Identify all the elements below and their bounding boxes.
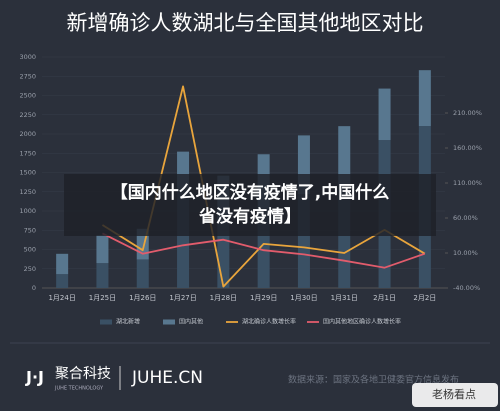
- x-tick-label: 2月2日: [413, 294, 436, 302]
- bar: [136, 259, 149, 288]
- y-tick-label: 0: [32, 284, 36, 292]
- x-tick-label: 1月29日: [250, 294, 277, 302]
- y-tick-label: 250: [24, 265, 36, 273]
- overlay-line: 【国内什么地区没有疫情了,中国什么: [110, 183, 390, 203]
- y-tick-label: 1750: [19, 149, 36, 157]
- y2-tick-label: 160.00%: [453, 144, 482, 152]
- bar: [96, 235, 109, 264]
- y2-tick-label: 60.00%: [453, 214, 478, 222]
- y2-tick-label: 10.00%: [453, 249, 478, 257]
- bar: [338, 126, 351, 185]
- legend-label: 湖北确诊人数增长率: [242, 318, 296, 326]
- y-tick-label: 2000: [19, 130, 36, 138]
- y-tick-label: 2250: [19, 111, 36, 119]
- x-tick-label: 1月25日: [89, 294, 116, 302]
- legend-swatch: [163, 319, 175, 325]
- source: 数据来源：国家及各地卫健委官方信息发布: [288, 374, 459, 386]
- y2-tick-label: -40.00%: [453, 284, 480, 292]
- y-tick-label: 2500: [19, 92, 36, 100]
- watermark-bg: [412, 383, 498, 407]
- x-tick-label: 2月1日: [373, 294, 396, 302]
- site: JUHE.CN: [131, 368, 203, 388]
- bar: [378, 88, 391, 141]
- bar: [96, 263, 109, 288]
- logo-mark: J·J: [25, 368, 44, 387]
- bar: [418, 70, 431, 127]
- line: [102, 232, 426, 269]
- legend-swatch: [100, 319, 112, 325]
- legend-label: 湖北新增: [116, 318, 140, 326]
- y2-tick-label: 210.00%: [453, 109, 482, 117]
- bar: [56, 253, 69, 275]
- logo-sub: JUHE TECHNOLOGY: [54, 386, 104, 392]
- overlay-banner: 【国内什么地区没有疫情了,中国什么 省没有疫情】: [64, 174, 436, 236]
- y-tick-label: 1500: [19, 169, 36, 177]
- y-tick-label: 750: [24, 226, 36, 234]
- y-tick-label: 3000: [19, 53, 36, 61]
- watermark: 老杨看点: [432, 387, 476, 401]
- overlay-line: 省没有疫情】: [199, 207, 301, 227]
- y-tick-label: 2750: [19, 72, 36, 80]
- x-tick-label: 1月27日: [169, 294, 196, 302]
- x-tick-label: 1月26日: [129, 294, 156, 302]
- legend-label: 国内其他地区确诊人数增长率: [323, 318, 401, 326]
- logo: 聚合科技: [55, 366, 111, 382]
- legend-label: 国内其他: [179, 318, 203, 326]
- y-tick-label: 1250: [19, 188, 36, 196]
- y-tick-label: 1000: [19, 207, 36, 215]
- x-tick-label: 1月24日: [48, 294, 75, 302]
- x-tick-label: 1月30日: [290, 294, 317, 302]
- x-tick-label: 1月31日: [331, 294, 358, 302]
- chart-title: 新增确诊人数湖北与全国其他地区对比: [67, 11, 424, 35]
- y-tick-label: 500: [24, 246, 36, 254]
- x-tick-label: 1月28日: [210, 294, 237, 302]
- y2-tick-label: 110.00%: [453, 179, 482, 187]
- bar: [56, 274, 69, 288]
